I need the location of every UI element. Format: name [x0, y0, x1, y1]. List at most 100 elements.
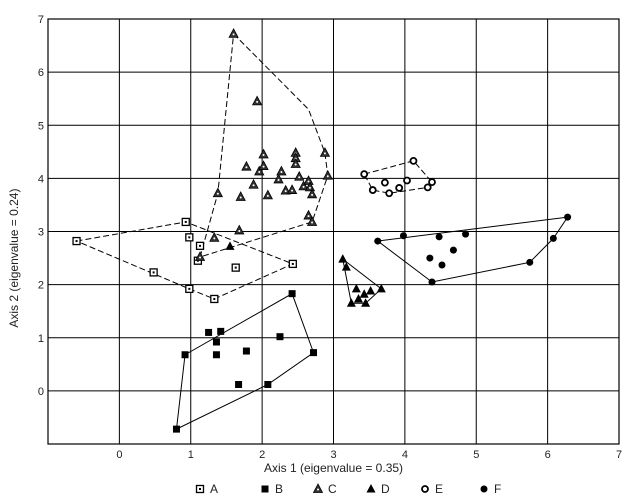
- point-f: [438, 261, 446, 269]
- point-e: [428, 178, 436, 186]
- point-b: [181, 351, 189, 359]
- point-d: [341, 262, 351, 271]
- point-c: [234, 224, 245, 235]
- hull-b: [175, 292, 315, 430]
- point-f: [462, 230, 470, 238]
- point-f: [549, 234, 557, 242]
- point-d: [359, 289, 369, 298]
- point-c: [241, 160, 252, 171]
- point-a: [195, 241, 205, 250]
- legend-marker-f: [480, 485, 488, 493]
- y-tick-label: 5: [38, 120, 44, 132]
- point-c: [254, 165, 265, 176]
- x-tick-label: 6: [545, 449, 551, 461]
- point-e: [368, 186, 377, 194]
- point-c: [228, 28, 239, 38]
- point-c: [251, 95, 263, 106]
- point-f: [564, 213, 572, 221]
- y-tick-label: 3: [38, 227, 44, 239]
- point-a: [210, 294, 219, 304]
- point-a: [72, 236, 81, 246]
- point-b: [276, 333, 284, 341]
- point-d: [225, 241, 235, 250]
- point-f: [526, 258, 534, 266]
- point-c: [303, 175, 314, 185]
- legend-label-f: F: [494, 482, 501, 496]
- y-tick-label: 7: [38, 14, 44, 26]
- point-e: [395, 184, 404, 192]
- point-c: [286, 184, 298, 194]
- point-c: [258, 160, 269, 171]
- y-axis-label: Axis 2 (eigenvalue = 0.24): [7, 189, 21, 328]
- x-tick-label: 4: [402, 449, 408, 461]
- grid: [48, 19, 619, 444]
- x-tick-label: 0: [116, 449, 122, 461]
- point-c: [306, 216, 318, 226]
- legend-label-e: E: [435, 482, 443, 496]
- point-e: [423, 183, 432, 192]
- point-b: [212, 351, 220, 359]
- point-e: [409, 156, 418, 165]
- point-b: [264, 381, 272, 388]
- point-c: [276, 165, 287, 176]
- point-a: [288, 259, 297, 269]
- data-points: [72, 28, 572, 433]
- point-f: [426, 254, 434, 262]
- point-d: [351, 283, 361, 293]
- point-c: [209, 232, 220, 242]
- point-c: [322, 169, 333, 180]
- point-a: [185, 233, 194, 242]
- point-c: [194, 251, 206, 261]
- point-a: [181, 217, 190, 227]
- point-b: [288, 290, 296, 298]
- point-c: [235, 191, 246, 201]
- point-f: [435, 233, 443, 241]
- legend-label-c: C: [328, 482, 337, 496]
- point-f: [374, 237, 382, 245]
- y-tick-label: 6: [38, 67, 44, 79]
- hull-f: [376, 216, 569, 283]
- y-tick-label: 2: [38, 280, 44, 292]
- legend-label-b: B: [275, 482, 283, 496]
- tick-labels: 0 1 2 3 4 5 6 7 0 1 2 3 4 5 6 7: [38, 14, 622, 461]
- hull-c: [199, 32, 329, 258]
- point-c: [262, 189, 273, 200]
- point-d: [376, 283, 386, 293]
- legend-marker-e: [421, 485, 429, 493]
- point-a: [185, 284, 194, 294]
- legend-marker-d: [366, 484, 376, 493]
- point-c: [319, 147, 331, 157]
- point-c: [258, 148, 269, 159]
- x-tick-label: 7: [616, 449, 622, 461]
- point-e: [380, 178, 389, 187]
- x-tick-label: 3: [330, 449, 336, 461]
- point-f: [399, 232, 407, 240]
- legend-label-a: A: [210, 482, 218, 496]
- point-b: [212, 338, 220, 346]
- x-axis-label: Axis 1 (eigenvalue = 0.35): [264, 461, 403, 475]
- point-d: [361, 298, 371, 307]
- point-f: [449, 246, 457, 254]
- point-f: [428, 278, 436, 286]
- point-e: [360, 170, 369, 179]
- legend-marker-b: [261, 485, 269, 493]
- point-b: [217, 327, 225, 335]
- x-tick-label: 2: [259, 449, 265, 461]
- point-d: [353, 293, 363, 303]
- point-c: [273, 173, 284, 184]
- x-tick-label: 5: [473, 449, 479, 461]
- point-c: [212, 187, 224, 198]
- legend-marker-c: [312, 483, 324, 493]
- point-a: [231, 263, 240, 272]
- point-e: [403, 176, 411, 185]
- point-a: [149, 268, 158, 277]
- point-d: [338, 254, 348, 263]
- point-b: [242, 347, 250, 355]
- point-d: [366, 286, 376, 295]
- x-tick-label: 1: [188, 449, 194, 461]
- point-e: [385, 189, 394, 198]
- hull-a: [74, 221, 295, 300]
- point-c: [294, 170, 305, 181]
- point-c: [303, 209, 314, 220]
- legend: A B C D E F: [195, 482, 501, 496]
